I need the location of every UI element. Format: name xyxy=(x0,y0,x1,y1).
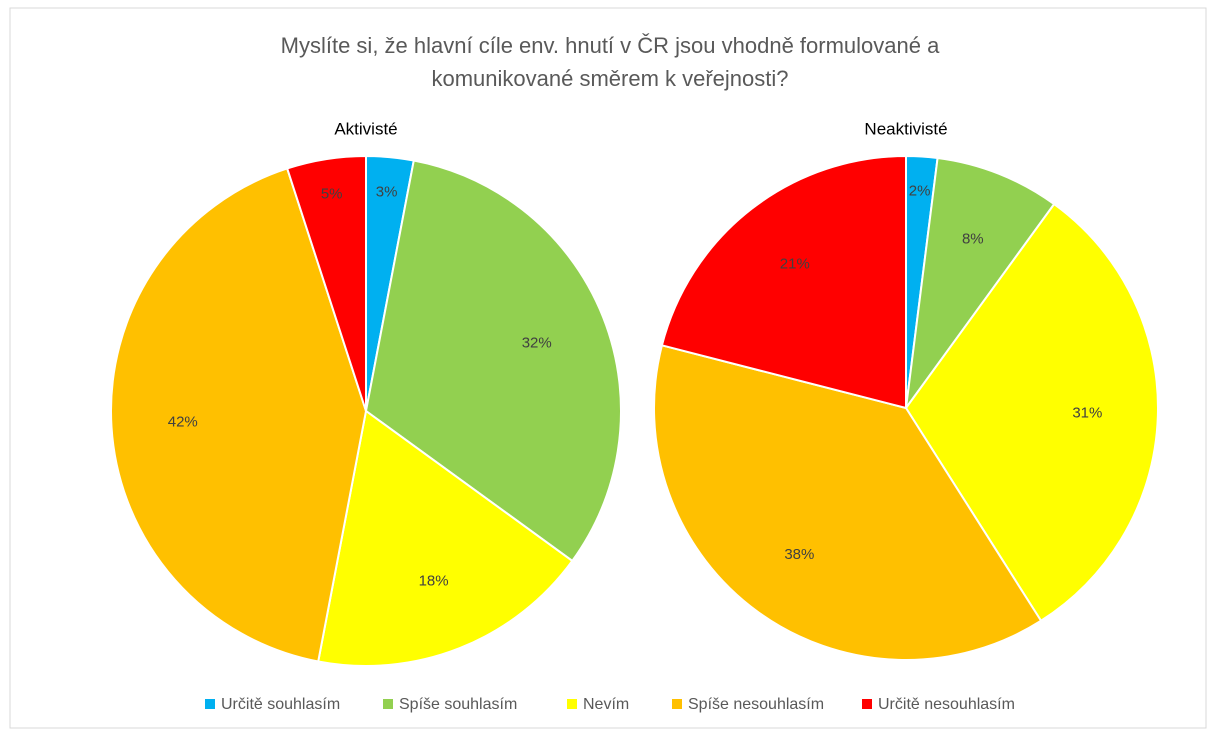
pie-slice xyxy=(905,156,1056,409)
legend-label: Určitě nesouhlasím xyxy=(878,696,1015,713)
legend-swatch xyxy=(567,699,577,709)
legend-label: Spíše souhlasím xyxy=(399,696,517,713)
legend-swatch xyxy=(862,699,872,709)
legend-swatch xyxy=(383,699,393,709)
pie-title: Aktivisté xyxy=(334,119,397,138)
pie-slice xyxy=(660,154,907,410)
data-label: 18% xyxy=(419,573,449,590)
data-label: 31% xyxy=(1072,405,1102,422)
pie-slice xyxy=(285,154,367,412)
legend-label: Spíše nesouhlasím xyxy=(688,696,824,713)
pie-slice xyxy=(904,202,1159,623)
legend-label: Nevím xyxy=(583,696,629,713)
data-label: 32% xyxy=(522,334,552,351)
legend-label: Určitě souhlasím xyxy=(221,696,340,713)
pie-slice xyxy=(653,344,1043,661)
data-label: 2% xyxy=(909,183,931,200)
data-label: 8% xyxy=(962,230,984,247)
data-label: 42% xyxy=(168,413,198,430)
pie-slice xyxy=(317,409,574,667)
legend-swatch xyxy=(205,699,215,709)
pie-slice xyxy=(110,167,368,663)
data-label: 3% xyxy=(376,184,398,201)
data-label: 21% xyxy=(780,256,810,273)
data-label: 5% xyxy=(321,185,343,202)
pie-title: Neaktivisté xyxy=(864,119,947,138)
chart-title: Myslíte si, že hlavní cíle env. hnutí v … xyxy=(281,33,940,91)
pie-slice xyxy=(364,159,622,563)
data-label: 38% xyxy=(784,546,814,563)
legend-swatch xyxy=(672,699,682,709)
